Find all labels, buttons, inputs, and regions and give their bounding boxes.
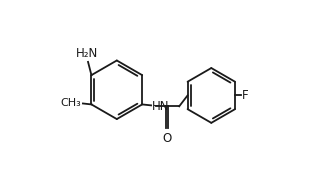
Text: H₂N: H₂N xyxy=(76,47,98,60)
Text: O: O xyxy=(162,132,172,145)
Text: F: F xyxy=(242,89,249,102)
Text: HN: HN xyxy=(152,100,170,113)
Text: CH₃: CH₃ xyxy=(60,98,81,108)
